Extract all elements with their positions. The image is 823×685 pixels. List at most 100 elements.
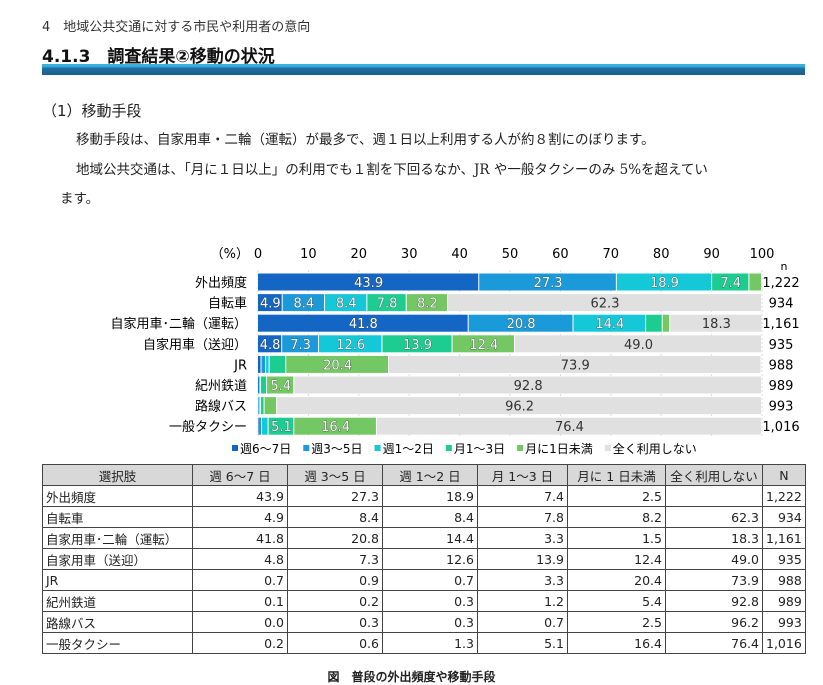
bar-segment xyxy=(646,314,662,332)
bar-segment xyxy=(258,397,259,415)
legend-label: 月1～3日 xyxy=(454,442,505,456)
table-cell: 7.3 xyxy=(287,548,383,570)
bar-segment xyxy=(259,376,261,394)
legend-label: 週6～7日 xyxy=(240,442,291,456)
n-value: 1,016 xyxy=(762,420,799,435)
row-label: 自家用車･二輪（運転） xyxy=(42,527,193,549)
data-label: 62.3 xyxy=(591,297,620,312)
table-cell: 7.4 xyxy=(477,485,568,507)
table-cell: 1,222 xyxy=(762,485,806,507)
bar-segment xyxy=(264,397,277,415)
category-label: 自家用車･二輪（運転） xyxy=(110,316,247,332)
data-table: 選択肢週 6～7 日週 3～5 日週 1～2 日月 1～3 日月に 1 日未満全… xyxy=(42,464,806,654)
column-header: 月に 1 日未満 xyxy=(567,464,666,486)
bar-segment xyxy=(515,335,761,353)
table-cell: 73.9 xyxy=(665,569,763,591)
bar-segment xyxy=(258,294,282,312)
table-cell: 934 xyxy=(762,506,806,528)
table-cell: 12.4 xyxy=(567,548,666,570)
data-label: 41.8 xyxy=(349,317,378,332)
data-label: 7.3 xyxy=(290,338,311,353)
paragraph-1: 移動手段は、自家用車・二輪（運転）が最多で、週１日以上利用する人が約８割にのぼり… xyxy=(76,132,655,148)
table-cell: 0.3 xyxy=(382,590,478,612)
table-cell: 2.5 xyxy=(567,611,666,633)
row-label: 一般タクシー xyxy=(42,632,193,654)
table-row: 自転車 4.9 8.4 8.4 7.8 8.2 62.3 934 xyxy=(42,506,806,528)
row-label: 自転車 xyxy=(42,506,193,528)
data-label: 18.9 xyxy=(650,276,679,291)
table-cell: 62.3 xyxy=(665,506,763,528)
bar-segment xyxy=(468,314,573,332)
bar-segment xyxy=(712,273,749,291)
table-cell: 2.5 xyxy=(567,485,666,507)
table-cell: 18.3 xyxy=(665,527,763,549)
x-tick-label: 10 xyxy=(300,247,317,262)
bar-segment xyxy=(662,314,670,332)
data-label: 7.4 xyxy=(720,276,741,291)
table-cell: 8.4 xyxy=(287,506,383,528)
legend-label: 全く利用しない xyxy=(613,441,697,456)
legend-label: 週1～2日 xyxy=(383,442,434,456)
table-cell: 4.9 xyxy=(192,506,288,528)
data-label: 8.2 xyxy=(417,297,438,312)
bar-segment xyxy=(670,314,762,332)
data-label: 4.9 xyxy=(260,297,281,312)
row-label: 自家用車（送迎） xyxy=(42,548,193,570)
table-cell: 13.9 xyxy=(477,548,568,570)
bar-segment xyxy=(258,376,260,394)
table-cell: 43.9 xyxy=(192,485,288,507)
category-label: 路線バス xyxy=(195,399,247,415)
data-label: 16.4 xyxy=(321,420,350,435)
bar-segment xyxy=(448,294,761,312)
category-label: 一般タクシー xyxy=(169,419,247,435)
table-cell: 0.7 xyxy=(192,569,288,591)
table-cell: 92.8 xyxy=(665,590,763,612)
table-cell: 0.6 xyxy=(287,632,383,654)
bar-segment xyxy=(267,376,294,394)
column-header: 選択肢 xyxy=(42,464,193,486)
bar-segment xyxy=(258,335,282,353)
n-value: 934 xyxy=(769,297,794,312)
data-label: 92.8 xyxy=(514,379,543,394)
column-header: 月 1～3 日 xyxy=(477,464,568,486)
chapter-header: 4 地域公共交通に対する市民や利用者の意向 xyxy=(42,20,311,35)
row-label: 紀州鉄道 xyxy=(42,590,193,612)
table-cell: 0.2 xyxy=(192,632,288,654)
bar-segment xyxy=(282,335,318,353)
legend-swatch xyxy=(604,445,611,451)
bar-segment xyxy=(258,355,261,373)
column-header: 週 6～7 日 xyxy=(192,464,288,486)
bar-segment xyxy=(294,417,376,435)
table-cell: 0.7 xyxy=(477,611,568,633)
table-cell: 27.3 xyxy=(287,485,383,507)
data-label: 8.4 xyxy=(336,297,357,312)
n-value: 1,222 xyxy=(762,276,799,291)
data-label: 7.8 xyxy=(377,297,398,312)
bar-segment xyxy=(382,335,452,353)
table-row: JR 0.7 0.9 0.7 3.3 20.4 73.9 988 xyxy=(42,569,806,591)
row-label: 路線バス xyxy=(42,611,193,633)
bar-segment xyxy=(261,397,264,415)
table-cell: 988 xyxy=(762,569,806,591)
unit-label: （%） xyxy=(211,247,249,262)
legend-swatch xyxy=(303,445,310,451)
bar-segment xyxy=(367,294,406,312)
title-rule xyxy=(42,64,805,75)
table-row: 自家用車（送迎） 4.8 7.3 12.6 13.9 12.4 49.0 935 xyxy=(42,548,806,570)
column-header: N xyxy=(762,464,806,486)
table-row: 外出頻度 43.9 27.3 18.9 7.4 2.5 1,222 xyxy=(42,485,806,507)
bar-segment xyxy=(258,314,468,332)
x-tick-label: 20 xyxy=(351,247,368,262)
bar-segment xyxy=(573,314,646,332)
bar-segment xyxy=(749,273,761,291)
table-row: 紀州鉄道 0.1 0.2 0.3 1.2 5.4 92.8 989 xyxy=(42,590,806,612)
bar-segment xyxy=(616,273,712,291)
table-cell: 96.2 xyxy=(665,611,763,633)
table-cell: 1,016 xyxy=(762,632,806,654)
bar-segment xyxy=(258,273,479,291)
bar-segment xyxy=(479,273,616,291)
data-label: 5.4 xyxy=(270,379,291,394)
bar-segment xyxy=(269,355,286,373)
n-value: 1,161 xyxy=(762,317,799,332)
table-cell: 0.3 xyxy=(287,611,383,633)
